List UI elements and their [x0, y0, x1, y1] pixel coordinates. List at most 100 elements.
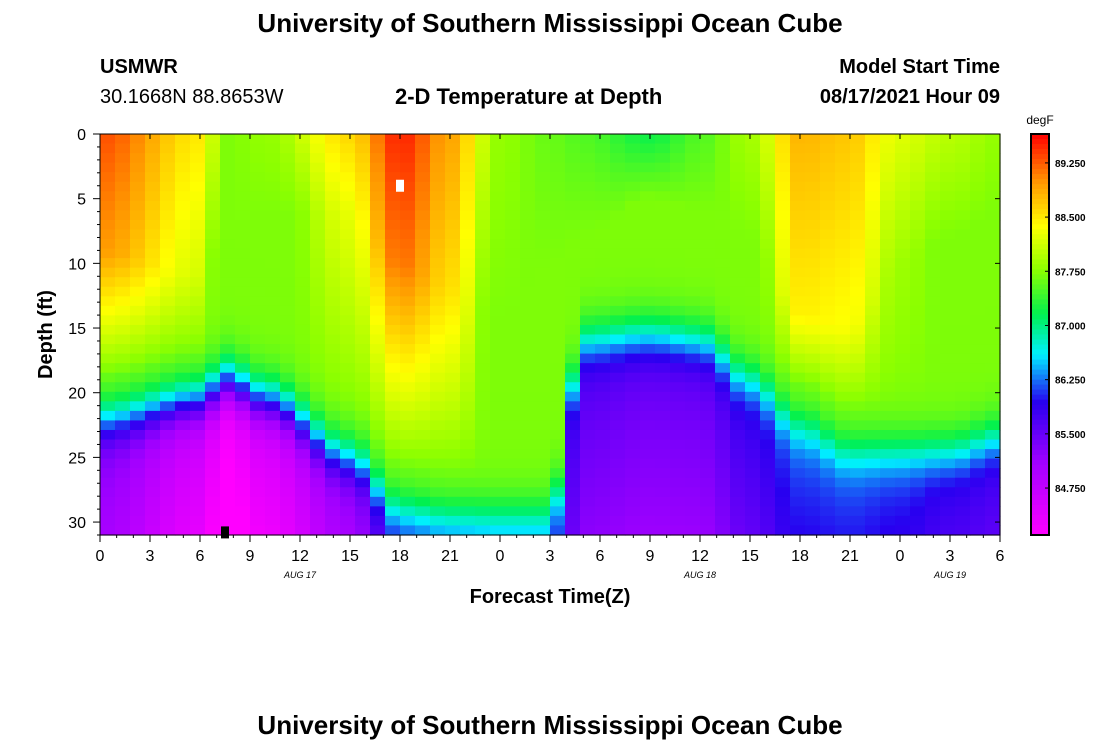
- heatmap-cell: [205, 372, 221, 383]
- heatmap-cell: [130, 239, 146, 250]
- heatmap-cell: [340, 200, 356, 211]
- heatmap-cell: [610, 219, 626, 231]
- heatmap-cell: [670, 134, 686, 145]
- heatmap-cell: [250, 458, 266, 469]
- heatmap-cell: [805, 315, 821, 326]
- heatmap-cell: [955, 324, 971, 336]
- heatmap-cell: [835, 210, 851, 221]
- heatmap-cell: [910, 200, 926, 211]
- heatmap-cell: [820, 248, 836, 259]
- heatmap-cell: [475, 449, 491, 460]
- heatmap-cell: [400, 401, 416, 412]
- heatmap-cell: [550, 258, 566, 269]
- heatmap-cell: [190, 267, 206, 278]
- heatmap-cell: [685, 134, 701, 145]
- heatmap-cell: [625, 162, 641, 173]
- heatmap-cell: [415, 401, 431, 412]
- heatmap-cell: [430, 143, 446, 154]
- heatmap-cell: [925, 191, 941, 202]
- heatmap-cell: [280, 515, 296, 527]
- heatmap-cell: [565, 344, 581, 355]
- heatmap-cell: [565, 477, 581, 488]
- heatmap-cell: [490, 353, 506, 364]
- heatmap-cell: [625, 468, 641, 479]
- heatmap-cell: [625, 496, 641, 507]
- heatmap-cell: [850, 410, 866, 422]
- heatmap-cell: [385, 496, 401, 507]
- heatmap-cell: [220, 248, 236, 259]
- heatmap-cell: [985, 153, 1001, 164]
- heatmap-cell: [880, 258, 896, 269]
- heatmap-cell: [235, 162, 251, 173]
- heatmap-cell: [940, 477, 956, 488]
- heatmap-cell: [595, 506, 611, 517]
- heatmap-cell: [760, 401, 776, 412]
- heatmap-cell: [325, 429, 341, 441]
- heatmap-cell: [820, 305, 836, 317]
- heatmap-cell: [250, 506, 266, 517]
- heatmap-cell: [940, 286, 956, 297]
- heatmap-cell: [400, 429, 416, 441]
- heatmap-cell: [805, 324, 821, 336]
- heatmap-cell: [835, 506, 851, 517]
- heatmap-cell: [985, 363, 1001, 374]
- heatmap-cell: [895, 210, 911, 221]
- heatmap-cell: [580, 219, 596, 231]
- heatmap-cell: [460, 172, 476, 183]
- heatmap-cell: [340, 191, 356, 202]
- heatmap-cell: [535, 134, 551, 145]
- heatmap-cell: [235, 153, 251, 164]
- heatmap-cell: [895, 305, 911, 317]
- heatmap-cell: [235, 181, 251, 192]
- heatmap-cell: [475, 143, 491, 154]
- heatmap-cell: [220, 496, 236, 507]
- heatmap-cell: [895, 449, 911, 460]
- heatmap-cell: [430, 363, 446, 374]
- heatmap-cell: [280, 410, 296, 422]
- heatmap-cell: [145, 143, 161, 154]
- heatmap-cell: [760, 391, 776, 402]
- heatmap-cell: [325, 525, 341, 536]
- heatmap-cell: [880, 286, 896, 297]
- heatmap-cell: [775, 334, 791, 345]
- heatmap-cell: [175, 363, 191, 374]
- heatmap-cell: [565, 219, 581, 231]
- heatmap-cell: [865, 162, 881, 173]
- heatmap-cell: [235, 172, 251, 183]
- heatmap-cell: [355, 229, 371, 240]
- heatmap-cell: [145, 420, 161, 431]
- heatmap-cell: [835, 344, 851, 355]
- heatmap-cell: [175, 296, 191, 307]
- heatmap-cell: [550, 248, 566, 259]
- heatmap-cell: [430, 372, 446, 383]
- heatmap-cell: [250, 315, 266, 326]
- heatmap-cell: [325, 210, 341, 221]
- heatmap-cell: [985, 353, 1001, 364]
- heatmap-cell: [520, 172, 536, 183]
- heatmap-cell: [130, 277, 146, 288]
- heatmap-cell: [340, 515, 356, 527]
- heatmap-cell: [550, 496, 566, 507]
- heatmap-cell: [850, 324, 866, 336]
- heatmap-cell: [655, 420, 671, 431]
- heatmap-cell: [790, 515, 806, 527]
- heatmap-cell: [430, 506, 446, 517]
- heatmap-cell: [175, 506, 191, 517]
- heatmap-cell: [400, 525, 416, 536]
- heatmap-cell: [970, 410, 986, 422]
- heatmap-cell: [205, 420, 221, 431]
- heatmap-cell: [340, 229, 356, 240]
- heatmap-cell: [895, 515, 911, 527]
- heatmap-cell: [520, 410, 536, 422]
- heatmap-cell: [505, 496, 521, 507]
- heatmap-cell: [835, 162, 851, 173]
- x-tick-label: 9: [246, 548, 255, 565]
- heatmap-cell: [295, 458, 311, 469]
- heatmap-cell: [715, 296, 731, 307]
- heatmap-cell: [115, 191, 131, 202]
- heatmap-cell: [550, 372, 566, 383]
- heatmap-cell: [535, 191, 551, 202]
- heatmap-cell: [565, 363, 581, 374]
- colorbar-segment: [1031, 499, 1049, 506]
- heatmap-cell: [475, 277, 491, 288]
